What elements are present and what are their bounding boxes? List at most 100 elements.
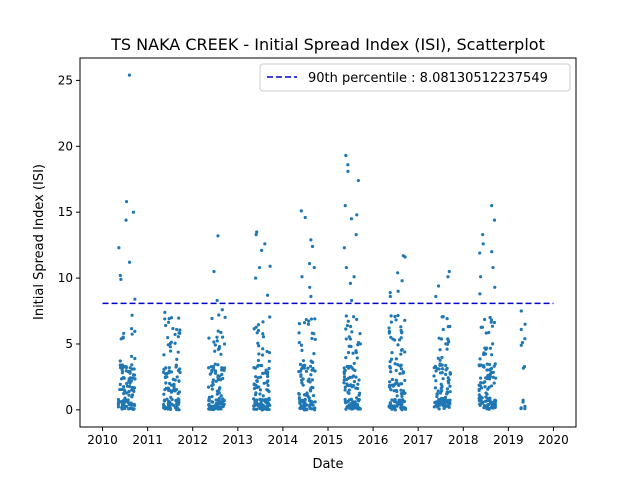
data-point — [167, 404, 171, 408]
data-point — [397, 338, 402, 342]
data-point — [488, 372, 492, 376]
data-point — [255, 379, 259, 383]
data-point — [346, 319, 350, 323]
data-point — [519, 327, 523, 332]
data-point — [448, 372, 452, 376]
data-point — [482, 352, 486, 357]
data-point — [399, 388, 403, 392]
data-point — [389, 314, 393, 318]
data-point — [493, 399, 497, 403]
data-point — [254, 400, 258, 404]
data-point — [260, 248, 264, 253]
data-point — [358, 406, 362, 411]
data-point — [213, 362, 217, 366]
data-point — [344, 327, 348, 331]
data-point — [313, 369, 317, 373]
data-point — [481, 381, 486, 385]
data-point — [252, 386, 257, 391]
data-point — [349, 298, 354, 303]
data-point — [399, 367, 404, 371]
data-point — [392, 399, 396, 404]
data-point — [132, 367, 136, 371]
data-point — [125, 200, 129, 204]
data-point — [342, 381, 346, 385]
data-point — [403, 406, 407, 410]
data-point — [389, 370, 393, 374]
data-point — [207, 336, 211, 340]
data-point — [131, 373, 136, 377]
data-point — [343, 399, 347, 404]
data-point — [128, 376, 133, 380]
data-point — [388, 360, 392, 364]
data-point — [523, 404, 527, 408]
data-point — [258, 388, 263, 392]
data-point — [127, 393, 131, 397]
data-point — [438, 348, 442, 352]
data-point — [490, 324, 495, 328]
data-point — [223, 315, 227, 319]
data-point — [306, 366, 310, 370]
data-point — [297, 392, 301, 396]
data-point — [254, 232, 258, 237]
legend: 90th percentile : 8.08130512237549 — [259, 63, 571, 92]
data-point — [304, 317, 308, 322]
data-point — [354, 375, 358, 379]
data-point — [216, 234, 220, 238]
data-point — [222, 342, 227, 346]
data-point — [261, 347, 265, 351]
data-point — [211, 378, 215, 382]
data-point — [448, 324, 452, 329]
x-tick-label: 2016 — [358, 433, 389, 447]
data-point — [442, 402, 447, 406]
data-point — [436, 284, 441, 288]
data-point — [437, 397, 441, 402]
data-point — [121, 406, 125, 410]
data-point — [130, 332, 134, 336]
data-point — [164, 366, 168, 370]
data-point — [218, 405, 223, 409]
data-point — [403, 391, 407, 395]
data-point — [444, 342, 448, 346]
data-point — [400, 403, 404, 407]
data-point — [306, 379, 310, 383]
data-point — [128, 385, 132, 389]
data-point — [313, 408, 317, 412]
data-point — [178, 370, 182, 375]
data-point — [350, 405, 355, 409]
data-point — [436, 389, 440, 393]
data-point — [485, 362, 489, 366]
data-point — [216, 329, 220, 333]
data-point — [387, 326, 391, 330]
data-point — [172, 385, 176, 389]
data-point — [491, 375, 495, 379]
data-point — [166, 320, 171, 324]
data-point — [164, 381, 168, 385]
data-point — [171, 326, 175, 331]
data-point — [217, 399, 221, 403]
data-point — [257, 344, 261, 348]
data-point — [346, 169, 350, 173]
data-point — [400, 407, 404, 411]
data-point — [261, 371, 265, 375]
data-point — [478, 275, 483, 279]
data-point — [395, 381, 399, 386]
data-point — [297, 322, 302, 326]
data-point — [483, 385, 487, 389]
data-point — [301, 383, 305, 387]
data-point — [395, 389, 399, 394]
data-point — [491, 342, 495, 346]
data-point — [308, 403, 312, 407]
data-point — [310, 244, 315, 249]
data-point — [299, 209, 303, 213]
data-point — [308, 364, 313, 368]
data-point — [213, 349, 217, 353]
data-point — [118, 359, 122, 363]
data-point — [479, 325, 483, 329]
y-axis-ticks: 0 5 10 15 20 25 — [58, 73, 80, 417]
data-point — [480, 396, 484, 400]
data-point — [299, 343, 304, 347]
data-point — [394, 368, 398, 373]
data-point — [267, 396, 271, 400]
data-point — [267, 359, 271, 363]
data-point — [307, 399, 312, 403]
